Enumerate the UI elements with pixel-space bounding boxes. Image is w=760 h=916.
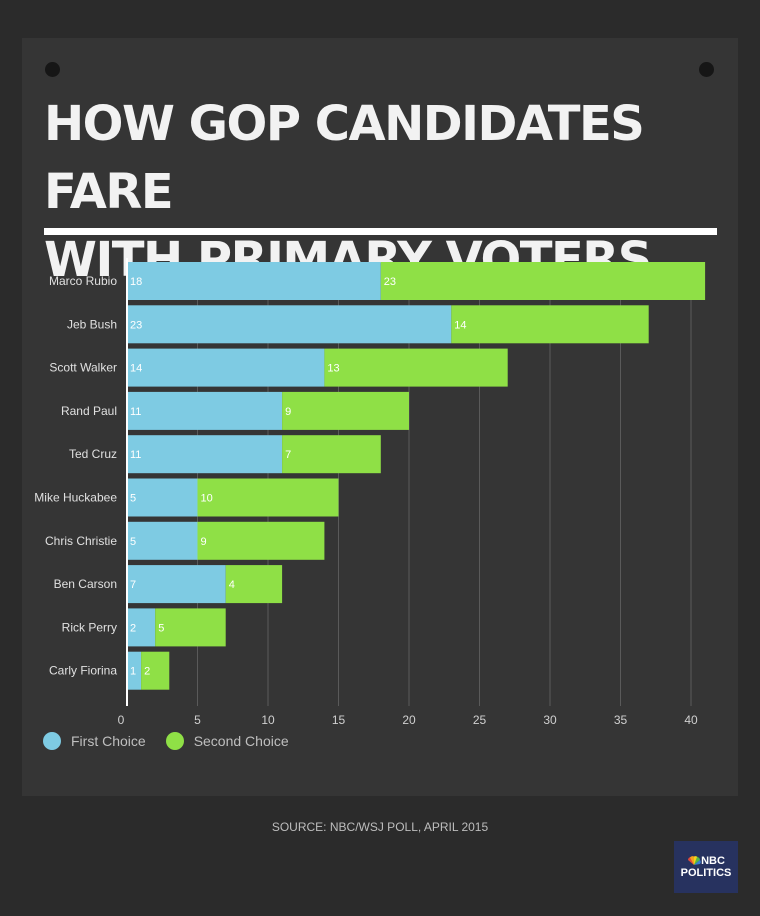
data-label: 7 bbox=[285, 449, 291, 461]
x-tick-label: 25 bbox=[473, 713, 487, 727]
bar-second-choice bbox=[282, 391, 409, 430]
data-label: 14 bbox=[130, 363, 142, 375]
category-label: Scott Walker bbox=[49, 361, 117, 375]
category-label: Mike Huckabee bbox=[34, 491, 117, 505]
legend-label-first: First Choice bbox=[71, 733, 146, 749]
category-label: Ben Carson bbox=[54, 577, 117, 591]
legend-item-first: First Choice bbox=[43, 732, 146, 750]
data-label: 10 bbox=[201, 493, 213, 505]
data-label: 7 bbox=[130, 579, 136, 591]
x-tick-label: 15 bbox=[332, 713, 346, 727]
bar-second-choice bbox=[451, 305, 649, 344]
bar-second-choice bbox=[282, 435, 381, 474]
bar-first-choice bbox=[127, 348, 325, 387]
bar-first-choice bbox=[127, 391, 283, 430]
bar-first-choice bbox=[127, 478, 198, 517]
data-label: 18 bbox=[130, 276, 142, 288]
data-label: 5 bbox=[130, 493, 136, 505]
category-label: Marco Rubio bbox=[49, 274, 117, 288]
data-label: 9 bbox=[285, 406, 291, 418]
x-tick-label: 35 bbox=[614, 713, 628, 727]
category-label: Chris Christie bbox=[45, 534, 117, 548]
category-label: Carly Fiorina bbox=[49, 664, 117, 678]
x-tick-label: 30 bbox=[543, 713, 557, 727]
bar-second-choice bbox=[380, 262, 706, 300]
logo-politics: POLITICS bbox=[680, 867, 732, 879]
legend-swatch-second bbox=[165, 732, 184, 750]
data-label: 1 bbox=[130, 666, 136, 678]
bar-first-choice bbox=[127, 521, 198, 560]
bar-first-choice bbox=[127, 435, 283, 474]
data-label: 4 bbox=[229, 579, 235, 591]
logo-nbc: NBC bbox=[701, 855, 725, 867]
bar-second-choice bbox=[141, 651, 170, 690]
bar-second-choice bbox=[197, 521, 325, 560]
nbc-politics-logo: NBC POLITICS bbox=[674, 841, 738, 893]
bar-second-choice bbox=[324, 348, 508, 387]
data-label: 2 bbox=[130, 622, 136, 634]
data-label: 9 bbox=[201, 536, 207, 548]
peacock-icon bbox=[688, 856, 701, 865]
bar-second-choice bbox=[225, 565, 283, 604]
category-label: Rand Paul bbox=[61, 404, 117, 418]
data-label: 2 bbox=[144, 666, 150, 678]
bar-first-choice bbox=[127, 262, 381, 300]
x-tick-label: 40 bbox=[684, 713, 698, 727]
chart-panel: HOW GOP CANDIDATES FARE WITH PRIMARY VOT… bbox=[22, 38, 738, 796]
data-label: 5 bbox=[130, 536, 136, 548]
source-note: SOURCE: NBC/WSJ POLL, APRIL 2015 bbox=[271, 820, 489, 834]
data-label: 23 bbox=[384, 276, 396, 288]
bar-first-choice bbox=[127, 608, 156, 647]
data-label: 23 bbox=[130, 319, 142, 331]
bar-second-choice bbox=[197, 478, 339, 517]
bar-first-choice bbox=[127, 651, 142, 690]
bar-second-choice bbox=[155, 608, 226, 647]
x-tick-label: 20 bbox=[402, 713, 416, 727]
bar-first-choice bbox=[127, 565, 226, 604]
legend-label-second: Second Choice bbox=[193, 733, 289, 749]
title-underline bbox=[44, 228, 717, 235]
data-label: 5 bbox=[158, 622, 164, 634]
category-label: Rick Perry bbox=[62, 620, 117, 634]
category-label: Ted Cruz bbox=[69, 447, 117, 461]
data-label: 14 bbox=[454, 319, 466, 331]
bar-first-choice bbox=[127, 305, 452, 344]
chart-title: HOW GOP CANDIDATES FARE WITH PRIMARY VOT… bbox=[44, 96, 652, 288]
legend: First Choice Second Choice bbox=[43, 732, 309, 750]
pin-left bbox=[45, 62, 60, 77]
legend-item-second: Second Choice bbox=[165, 732, 289, 750]
pin-right bbox=[699, 62, 714, 77]
data-label: 11 bbox=[130, 406, 141, 418]
x-tick-label: 5 bbox=[194, 713, 201, 727]
data-label: 13 bbox=[327, 363, 339, 375]
legend-swatch-first bbox=[43, 732, 61, 750]
x-tick-label: 0 bbox=[118, 713, 125, 727]
category-label: Jeb Bush bbox=[67, 317, 117, 331]
data-label: 11 bbox=[130, 449, 141, 461]
x-tick-label: 10 bbox=[261, 713, 275, 727]
